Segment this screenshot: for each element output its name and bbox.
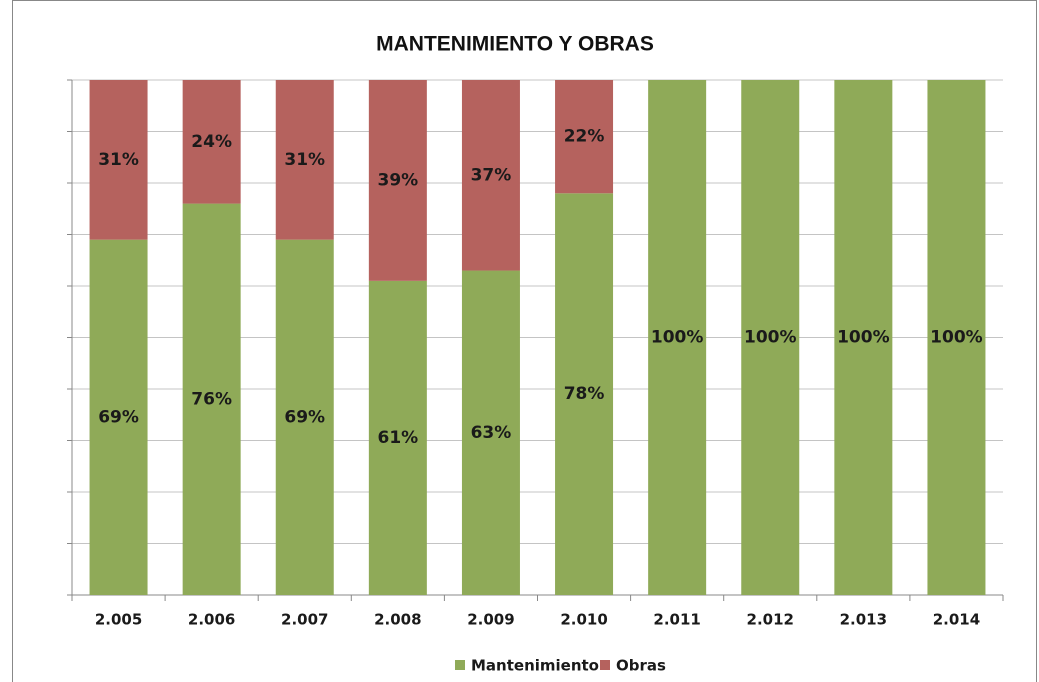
data-label: 76%: [191, 389, 232, 409]
legend-swatch: [455, 660, 465, 670]
data-label: 100%: [744, 328, 797, 348]
legend-swatch: [600, 660, 610, 670]
bar-segment: [834, 80, 893, 595]
bar-segment: [461, 270, 520, 595]
bar-segment: [89, 80, 148, 240]
bar-segment: [89, 239, 148, 595]
data-label: 78%: [564, 384, 605, 404]
data-label: 63%: [471, 423, 512, 443]
bar-segment: [555, 80, 614, 194]
bar-segment: [741, 80, 800, 595]
data-label: 37%: [471, 165, 512, 185]
x-tick-label: 2.009: [467, 611, 514, 629]
bar-segment: [648, 80, 707, 595]
x-tick-label: 2.013: [840, 611, 887, 629]
bar-segment: [182, 80, 241, 204]
data-label: 24%: [191, 132, 232, 152]
bar-segment: [275, 239, 334, 595]
data-label: 31%: [284, 150, 325, 170]
x-tick-label: 2.005: [95, 611, 142, 629]
data-label: 69%: [284, 407, 325, 427]
x-tick-label: 2.010: [560, 611, 607, 629]
data-label: 61%: [377, 428, 418, 448]
data-label: 100%: [930, 328, 983, 348]
x-tick-label: 2.006: [188, 611, 235, 629]
data-label: 100%: [837, 328, 890, 348]
x-tick-label: 2.011: [653, 611, 700, 629]
legend-label: Obras: [616, 657, 666, 675]
bar-segment: [182, 203, 241, 595]
data-label: 69%: [98, 407, 139, 427]
bar-segment: [275, 80, 334, 240]
data-label: 22%: [564, 127, 605, 147]
x-tick-label: 2.012: [747, 611, 794, 629]
x-tick-label: 2.008: [374, 611, 421, 629]
x-tick-label: 2.014: [933, 611, 980, 629]
bar-segment: [461, 80, 520, 271]
bar-segment: [368, 80, 427, 281]
x-tick-label: 2.007: [281, 611, 328, 629]
bar-segment: [555, 193, 614, 596]
chart-title: MANTENIMIENTO Y OBRAS: [376, 33, 654, 56]
legend-label: Mantenimiento: [471, 657, 599, 675]
bar-segment: [927, 80, 986, 595]
data-label: 31%: [98, 150, 139, 170]
data-label: 39%: [377, 170, 418, 190]
data-label: 100%: [651, 328, 704, 348]
bar-segment: [368, 280, 427, 595]
